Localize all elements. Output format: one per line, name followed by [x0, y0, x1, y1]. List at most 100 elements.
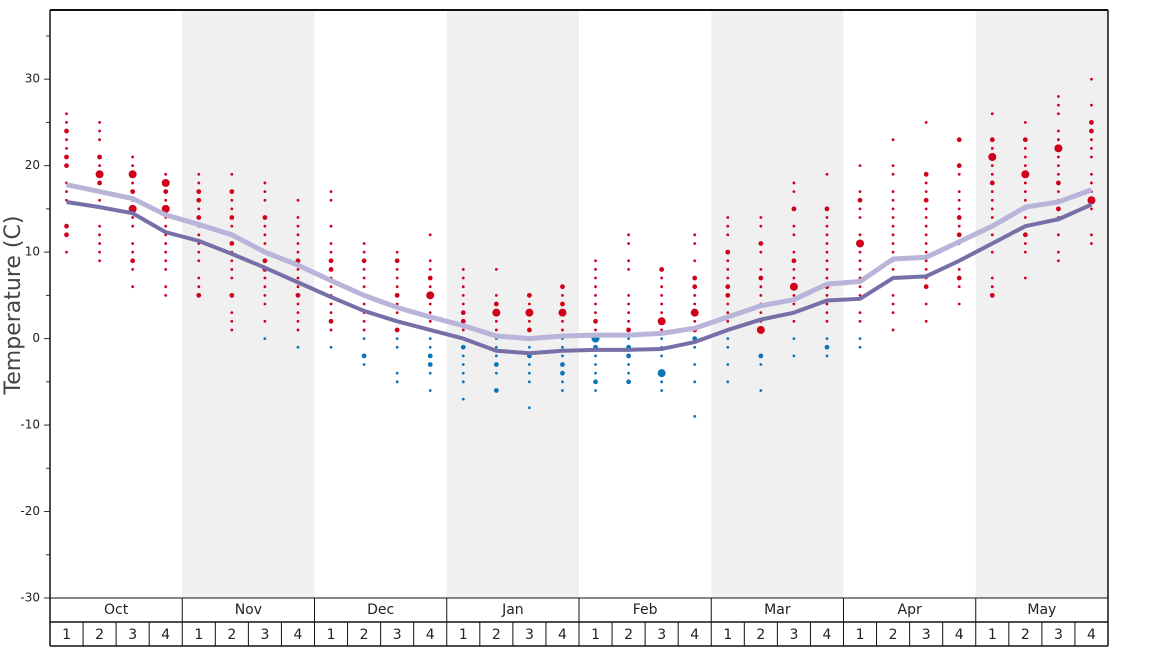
- temp-dot: [263, 233, 267, 237]
- temp-dot: [528, 319, 531, 323]
- temp-dot: [1054, 144, 1063, 153]
- temp-dot: [924, 242, 928, 245]
- temp-dot: [560, 362, 565, 367]
- temp-dot: [825, 259, 829, 263]
- temp-dot: [858, 216, 862, 219]
- temp-dot: [461, 371, 465, 375]
- temp-dot: [825, 319, 829, 323]
- temp-dot: [858, 250, 862, 254]
- temp-dot: [990, 172, 994, 176]
- temp-dot: [461, 268, 465, 271]
- temp-dot: [957, 285, 961, 289]
- temp-dot: [164, 268, 168, 271]
- temp-dot: [197, 181, 201, 185]
- temp-dot: [560, 301, 565, 307]
- temp-dot: [230, 319, 234, 323]
- temp-dot: [693, 345, 697, 349]
- temp-dot: [956, 137, 962, 143]
- temp-dot: [65, 121, 68, 124]
- temp-dot: [263, 242, 267, 245]
- temp-dot: [1090, 207, 1093, 211]
- temp-dot: [461, 397, 465, 401]
- temp-dot: [229, 189, 235, 194]
- temp-dot: [693, 302, 697, 306]
- temp-dot: [362, 302, 366, 306]
- temp-dot: [627, 363, 630, 366]
- temp-dot: [263, 302, 267, 306]
- week-label: 2: [360, 627, 369, 643]
- temp-dot: [98, 259, 101, 263]
- temp-dot: [594, 389, 597, 392]
- temp-dot: [923, 284, 929, 290]
- temp-dot: [956, 232, 962, 238]
- temp-dot: [95, 170, 104, 179]
- temp-dot: [1057, 129, 1060, 133]
- temp-dot: [726, 380, 730, 384]
- temp-dot: [792, 268, 796, 271]
- temp-dot: [65, 112, 68, 116]
- temp-dot: [361, 353, 367, 359]
- temp-dot: [262, 258, 268, 264]
- temp-dot: [494, 354, 498, 358]
- temp-dot: [856, 239, 865, 248]
- temp-dot: [65, 190, 68, 193]
- temp-dot: [230, 328, 234, 332]
- temp-dot: [395, 285, 399, 289]
- week-label: 2: [95, 627, 104, 643]
- temp-dot: [328, 318, 334, 324]
- temp-dot: [561, 354, 564, 358]
- temp-dot: [789, 282, 798, 291]
- week-label: 1: [591, 627, 600, 643]
- temp-dot: [825, 233, 829, 237]
- temp-dot: [329, 302, 333, 306]
- week-label: 3: [789, 627, 798, 643]
- temp-dot: [693, 259, 697, 263]
- week-label: 3: [393, 627, 402, 643]
- temp-dot: [263, 190, 267, 193]
- temp-dot: [891, 250, 895, 254]
- temp-dot: [161, 204, 170, 213]
- temp-dot: [528, 302, 531, 306]
- temp-dot: [759, 285, 763, 289]
- temp-dot: [394, 327, 400, 333]
- temp-dot: [362, 328, 366, 332]
- temp-dot: [98, 233, 101, 237]
- temp-dot: [561, 319, 564, 323]
- temp-dot: [197, 207, 201, 211]
- temp-dot: [693, 293, 697, 297]
- temp-dot: [891, 216, 895, 219]
- temp-dot: [990, 276, 994, 280]
- temp-dot: [989, 292, 995, 298]
- month-label: Nov: [235, 602, 262, 618]
- temp-dot: [825, 337, 829, 340]
- temp-dot: [460, 310, 466, 316]
- temp-dot: [230, 259, 234, 263]
- temp-dot: [527, 292, 532, 298]
- week-label: 4: [161, 627, 170, 643]
- temp-dot: [461, 276, 465, 280]
- temp-dot: [164, 285, 168, 289]
- temp-dot: [560, 370, 565, 376]
- temp-dot: [726, 259, 730, 263]
- temp-dot: [759, 311, 763, 315]
- temp-dot: [989, 137, 995, 143]
- temp-dot: [660, 354, 664, 358]
- temp-dot: [1057, 250, 1060, 254]
- temp-dot: [924, 224, 928, 228]
- temp-dot: [428, 268, 432, 271]
- temp-dot: [98, 224, 101, 228]
- temp-dot: [131, 181, 135, 185]
- temp-dot: [1022, 232, 1028, 238]
- temp-dot: [197, 172, 201, 176]
- temp-dot: [1023, 121, 1027, 124]
- temp-dot: [329, 285, 333, 289]
- temp-dot: [196, 292, 202, 298]
- temp-dot: [924, 268, 928, 271]
- temp-dot: [825, 224, 829, 228]
- temp-dot: [164, 259, 168, 263]
- temp-dot: [990, 190, 994, 193]
- temp-dot: [196, 197, 202, 203]
- temp-dot: [1023, 146, 1027, 150]
- temp-dot: [561, 345, 564, 349]
- temp-dot: [98, 121, 101, 124]
